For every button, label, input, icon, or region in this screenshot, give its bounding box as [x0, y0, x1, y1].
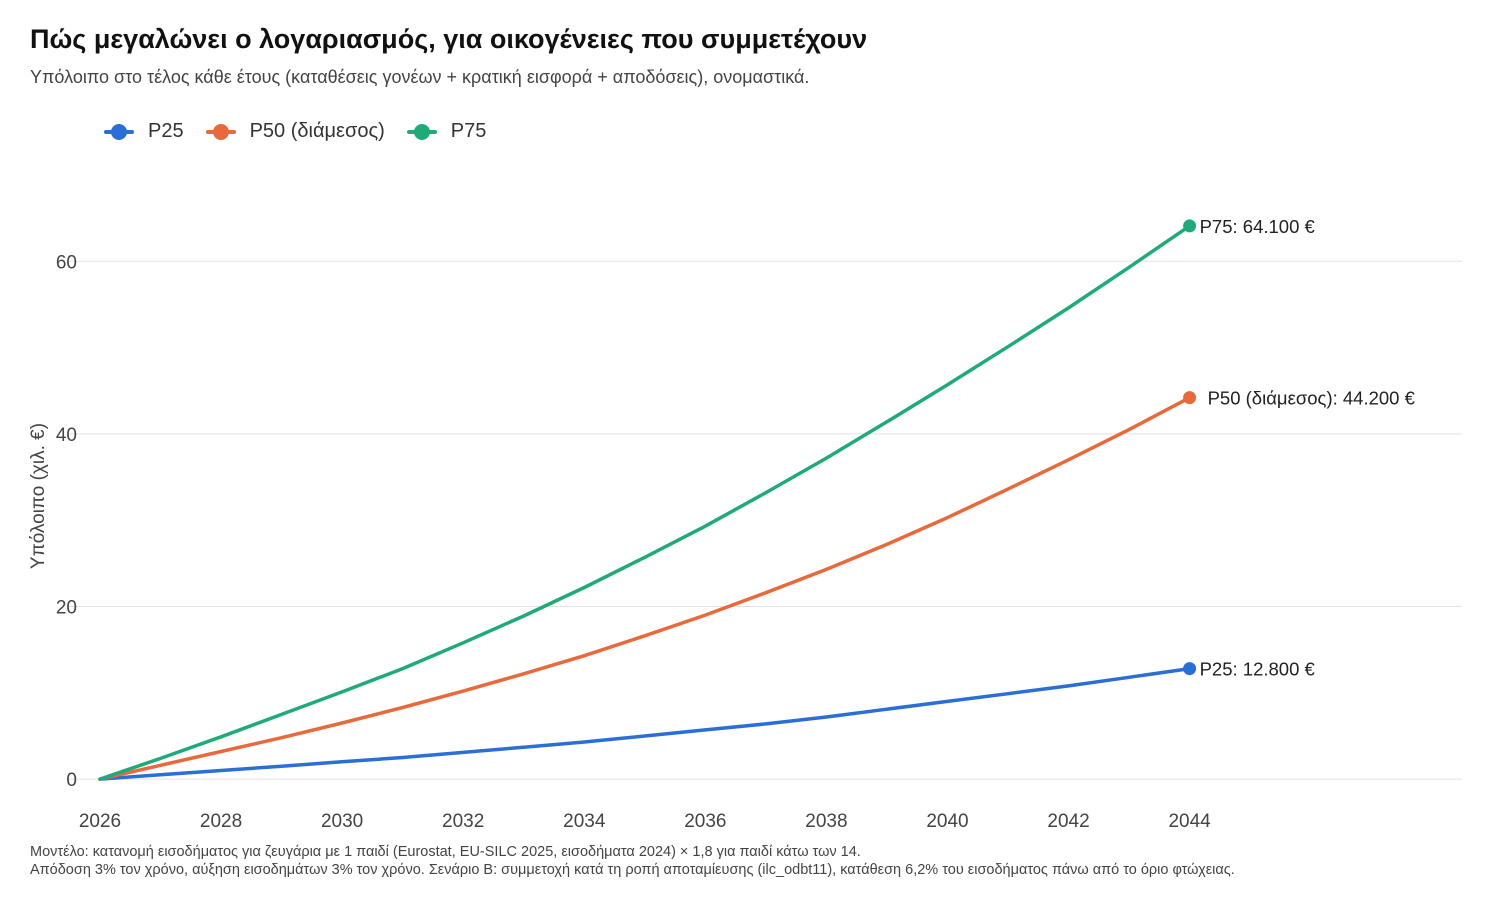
- y-tick-label: 40: [56, 425, 77, 446]
- legend-item-p75: P75: [406, 120, 487, 143]
- chart-subtitle: Υπόλοιπο στο τέλος κάθε έτους (καταθέσει…: [30, 67, 810, 87]
- x-tick-label: 2032: [442, 811, 484, 832]
- x-tick-label: 2038: [805, 811, 847, 832]
- legend-item-p50: P50 (διάμεσος): [205, 120, 385, 143]
- series-end-point-2: [1183, 219, 1197, 233]
- series-end-label-0: P25: 12.800 €: [1200, 659, 1316, 680]
- series-end-label-2: P75: 64.100 €: [1200, 216, 1316, 237]
- series-line-1: [98, 395, 1192, 781]
- legend-swatch-p75: [406, 121, 437, 143]
- series-line-0: [98, 666, 1192, 781]
- legend-swatch-p50: [205, 121, 236, 143]
- x-tick-label: 2040: [926, 811, 968, 832]
- series-end-point-1: [1183, 391, 1197, 405]
- series-end-point-0: [1183, 662, 1197, 676]
- x-tick-label: 2036: [684, 811, 726, 832]
- x-tick-label: 2026: [79, 811, 121, 832]
- chart-title: Πώς μεγαλώνει ο λογαριασμός, για οικογέν…: [30, 24, 868, 54]
- footnote: Μοντέλο: κατανομή εισοδήματος για ζευγάρ…: [30, 843, 1235, 879]
- series-end-label-1: P50 (διάμεσος): 44.200 €: [1208, 388, 1416, 409]
- x-tick-label: 2042: [1047, 811, 1089, 832]
- legend: P25 P50 (διάμεσος) P75: [104, 120, 508, 143]
- y-tick-label: 60: [56, 252, 77, 273]
- legend-label-p25: P25: [148, 120, 184, 142]
- legend-label-p75: P75: [450, 120, 487, 142]
- series: [98, 219, 1197, 781]
- legend-item-p25: P25: [104, 120, 184, 143]
- legend-dot-p75: [413, 123, 430, 140]
- footnote-line-2: Απόδοση 3% τον χρόνο, αύξηση εισοδημάτων…: [30, 862, 1235, 878]
- y-tick-label: 20: [56, 598, 77, 619]
- legend-dot-p50: [212, 123, 229, 140]
- gridlines: [68, 260, 1462, 780]
- y-tick-label: 0: [66, 770, 77, 791]
- y-axis-label: Υπόλοιπο (χιλ. €): [28, 423, 49, 569]
- x-tick-label: 2030: [321, 811, 363, 832]
- x-tick-label: 2028: [200, 811, 242, 832]
- footnote-line-1: Μοντέλο: κατανομή εισοδήματος για ζευγάρ…: [30, 844, 861, 860]
- legend-swatch-p25: [104, 121, 134, 143]
- legend-dot-p25: [111, 123, 127, 140]
- end-labels: P25: 12.800 € P50 (διάμεσος): 44.200 € P75…: [1200, 216, 1416, 680]
- series-line-2: [98, 224, 1192, 781]
- legend-label-p50: P50 (διάμεσος): [249, 120, 385, 142]
- x-tick-label: 2034: [563, 811, 606, 832]
- x-tick-label: 2044: [1168, 811, 1211, 832]
